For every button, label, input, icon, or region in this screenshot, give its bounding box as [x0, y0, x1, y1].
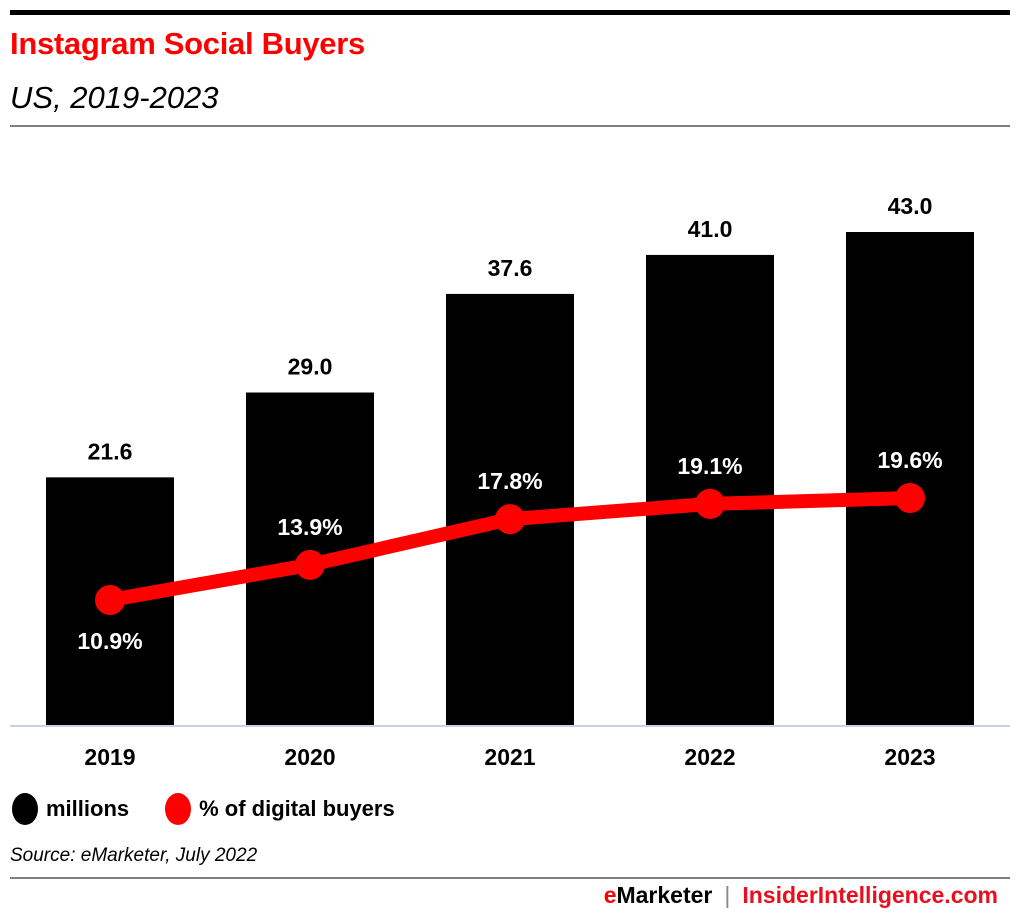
x-tick-label-2019: 2019: [84, 744, 135, 770]
legend-label-millions: millions: [46, 796, 130, 821]
chart-area: 21.6 2019 29.0 2020 37.6 2021 41.0 2022 43.0 2023…: [10, 193, 1010, 770]
legend: millions % of digital buyers: [12, 793, 431, 825]
footer-brand: e Marketer | InsiderIntelligence.com: [604, 882, 998, 909]
line-value-label-2022: 19.1%: [677, 453, 742, 479]
legend-item-percent: % of digital buyers: [165, 793, 395, 825]
legend-swatch-black-dot-icon: [12, 793, 38, 825]
line-point-2019: [95, 585, 125, 615]
line-point-2022: [695, 488, 725, 519]
line-value-label-2019: 10.9%: [77, 628, 142, 654]
legend-item-millions: millions: [12, 793, 129, 825]
x-tick-label-2021: 2021: [484, 744, 535, 770]
footer-rule: [10, 877, 1010, 879]
brand-e: e: [603, 882, 617, 908]
chart-subtitle: US, 2019-2023: [10, 80, 219, 115]
line-point-2021: [495, 504, 525, 535]
source-note: Source: eMarketer, July 2022: [10, 845, 258, 866]
x-tick-label-2020: 2020: [284, 744, 335, 770]
line-value-label-2020: 13.9%: [277, 514, 342, 540]
bar-2023: [846, 232, 974, 725]
brand-marketer: Marketer: [616, 882, 713, 908]
bar-value-label-2020: 29.0: [288, 354, 333, 380]
line-point-2020: [295, 549, 325, 580]
line-value-label-2021: 17.8%: [477, 468, 542, 494]
bar-value-label-2019: 21.6: [88, 438, 133, 464]
subtitle-rule: [10, 125, 1010, 127]
line-value-label-2023: 19.6%: [877, 447, 942, 473]
legend-label-percent: % of digital buyers: [199, 796, 395, 821]
footer-site-link[interactable]: InsiderIntelligence.com: [742, 882, 998, 908]
footer-separator: |: [724, 882, 731, 908]
top-rule: [10, 10, 1010, 15]
x-tick-label-2022: 2022: [684, 744, 735, 770]
bar-value-label-2023: 43.0: [888, 193, 933, 219]
chart-title: Instagram Social Buyers: [10, 26, 365, 61]
line-point-2023: [895, 483, 925, 514]
bar-value-label-2022: 41.0: [688, 216, 733, 242]
legend-swatch-red-dot-icon: [165, 793, 192, 825]
bar-value-label-2021: 37.6: [488, 255, 533, 281]
x-tick-label-2023: 2023: [884, 744, 935, 770]
